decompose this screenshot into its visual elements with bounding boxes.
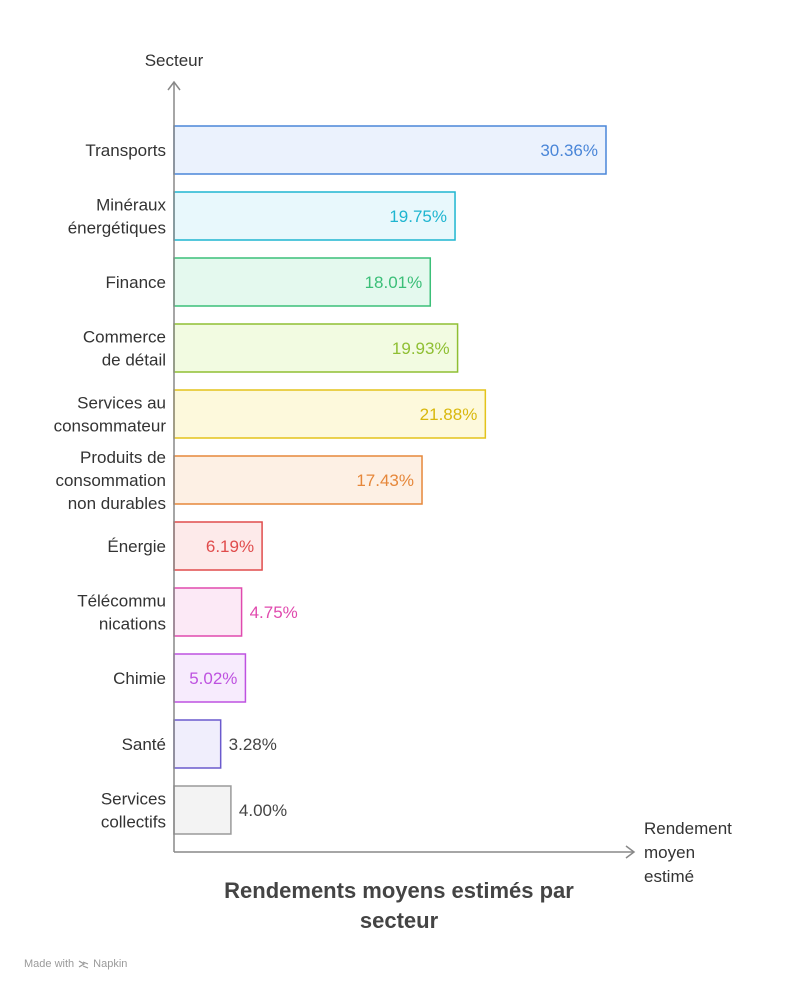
value-label: 17.43% xyxy=(356,471,414,490)
footer-credit: Made with Napkin xyxy=(24,958,127,970)
category-label-line: Produits de xyxy=(80,448,166,467)
bar xyxy=(173,587,243,637)
bar xyxy=(173,389,487,439)
category-label-line: Minéraux xyxy=(96,196,166,215)
category-label-line: Transports xyxy=(85,141,166,160)
bar xyxy=(173,719,222,769)
category-label: Chimie xyxy=(113,669,166,688)
category-label-line: Commerce xyxy=(83,328,166,347)
category-label: Transports xyxy=(85,141,166,160)
bar xyxy=(173,191,456,241)
category-label: Produits de consommation non durables xyxy=(55,448,166,513)
chart-title-line: Rendements moyens estimés par xyxy=(224,878,574,903)
category-label: Minéraux énergétiques xyxy=(68,196,167,238)
category-label-line: non durables xyxy=(68,494,166,513)
bar xyxy=(173,257,432,307)
value-label: 19.75% xyxy=(389,207,447,226)
category-labels: Transports Minéraux énergétiques Finance Com… xyxy=(54,141,167,832)
category-label: Santé xyxy=(122,735,166,754)
category-label-line: Services au xyxy=(77,394,166,413)
y-axis-arrow xyxy=(167,80,181,91)
category-label-line: Santé xyxy=(122,735,166,754)
bars-layer: 30.36% 19.75% 18.01% 19.93% 21.88% 17.43% 6.19… xyxy=(173,125,607,835)
value-label: 21.88% xyxy=(420,405,478,424)
category-label: Énergie xyxy=(107,537,166,556)
category-label-line: consommateur xyxy=(54,417,167,436)
category-label-line: nications xyxy=(99,615,166,634)
chart-title: Rendements moyens estimés par secteur xyxy=(224,878,574,933)
category-label: Commerce de détail xyxy=(83,328,166,370)
category-label: Services collectifs xyxy=(101,790,166,832)
value-label: 19.93% xyxy=(392,339,450,358)
value-label: 6.19% xyxy=(206,537,254,556)
category-label-line: Chimie xyxy=(113,669,166,688)
made-with-text: Made with xyxy=(24,958,75,970)
x-axis-title-line: Rendement xyxy=(644,819,732,838)
bar xyxy=(173,521,263,571)
bar xyxy=(173,785,232,835)
category-label-line: Services xyxy=(101,790,166,809)
x-axis-title: Rendement moyen estimé xyxy=(644,819,732,886)
category-label-line: énergétiques xyxy=(68,219,166,238)
category-label-line: Télécommu xyxy=(77,592,166,611)
value-label: 4.00% xyxy=(239,801,287,820)
value-label: 4.75% xyxy=(250,603,298,622)
category-label-line: Finance xyxy=(106,273,166,292)
category-label-line: collectifs xyxy=(101,813,166,832)
x-axis-title-line: estimé xyxy=(644,867,694,886)
category-label-line: consommation xyxy=(55,471,166,490)
value-label: 18.01% xyxy=(365,273,423,292)
x-axis-title-line: moyen xyxy=(644,843,695,862)
category-label: Télécommu nications xyxy=(77,592,166,634)
category-label: Services au consommateur xyxy=(54,394,167,436)
category-label: Finance xyxy=(106,273,166,292)
x-axis-arrow xyxy=(625,845,636,859)
value-label: 30.36% xyxy=(540,141,598,160)
chart-title-line: secteur xyxy=(360,908,439,933)
napkin-logo-icon xyxy=(78,959,89,969)
value-label: 3.28% xyxy=(229,735,277,754)
napkin-brand-text: Napkin xyxy=(93,958,128,970)
y-axis-title: Secteur xyxy=(145,51,204,70)
value-label: 5.02% xyxy=(189,669,237,688)
bar xyxy=(173,323,459,373)
category-label-line: Énergie xyxy=(107,537,166,556)
category-label-line: de détail xyxy=(102,351,166,370)
axes: Secteur Rendement moyen estimé Rendements … xyxy=(145,51,732,933)
bar xyxy=(173,125,607,175)
